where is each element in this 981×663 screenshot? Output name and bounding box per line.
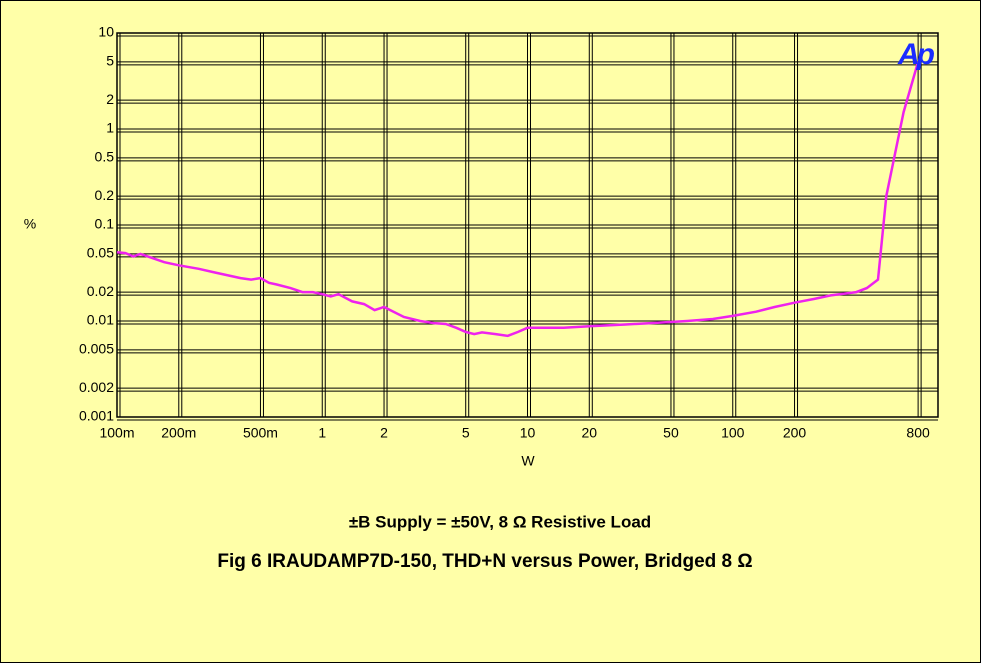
x-tick-label: 1 (318, 425, 326, 441)
plot-area (116, 32, 939, 418)
y-tick-label: 0.5 (95, 149, 115, 165)
y-axis-label: % (24, 216, 36, 232)
x-tick-label: 500m (243, 425, 278, 441)
x-tick-label: 800 (906, 425, 930, 441)
x-tick-label: 200m (161, 425, 196, 441)
x-tick-label: 5 (462, 425, 470, 441)
x-axis-label: W (521, 453, 535, 469)
chart-subtitle: ±B Supply = ±50V, 8 Ω Resistive Load (349, 512, 651, 531)
x-tick-label: 50 (663, 425, 679, 441)
x-tick-label: 2 (380, 425, 388, 441)
y-tick-label: 1 (106, 120, 114, 136)
y-tick-label: 0.02 (87, 283, 114, 299)
y-tick-label: 2 (106, 91, 114, 107)
y-tick-label: 0.01 (87, 312, 114, 328)
y-tick-label: 0.05 (87, 245, 114, 261)
y-tick-label: 10 (98, 24, 114, 40)
y-tick-label: 5 (106, 53, 114, 69)
x-tick-label: 20 (581, 425, 597, 441)
chart-title: Fig 6 IRAUDAMP7D-150, THD+N versus Power… (217, 551, 752, 572)
logo: Ap (897, 38, 935, 71)
x-tick-label: 100 (721, 425, 745, 441)
y-tick-label: 0.002 (79, 379, 114, 395)
y-tick-label: 0.005 (79, 341, 114, 357)
y-tick-label: 0.1 (95, 216, 115, 232)
x-tick-label: 200 (783, 425, 807, 441)
y-tick-label: 0.2 (95, 187, 115, 203)
y-tick-label: 0.001 (79, 408, 114, 424)
data-line (116, 61, 920, 338)
x-tick-label: 10 (520, 425, 536, 441)
x-tick-label: 100m (99, 425, 134, 441)
